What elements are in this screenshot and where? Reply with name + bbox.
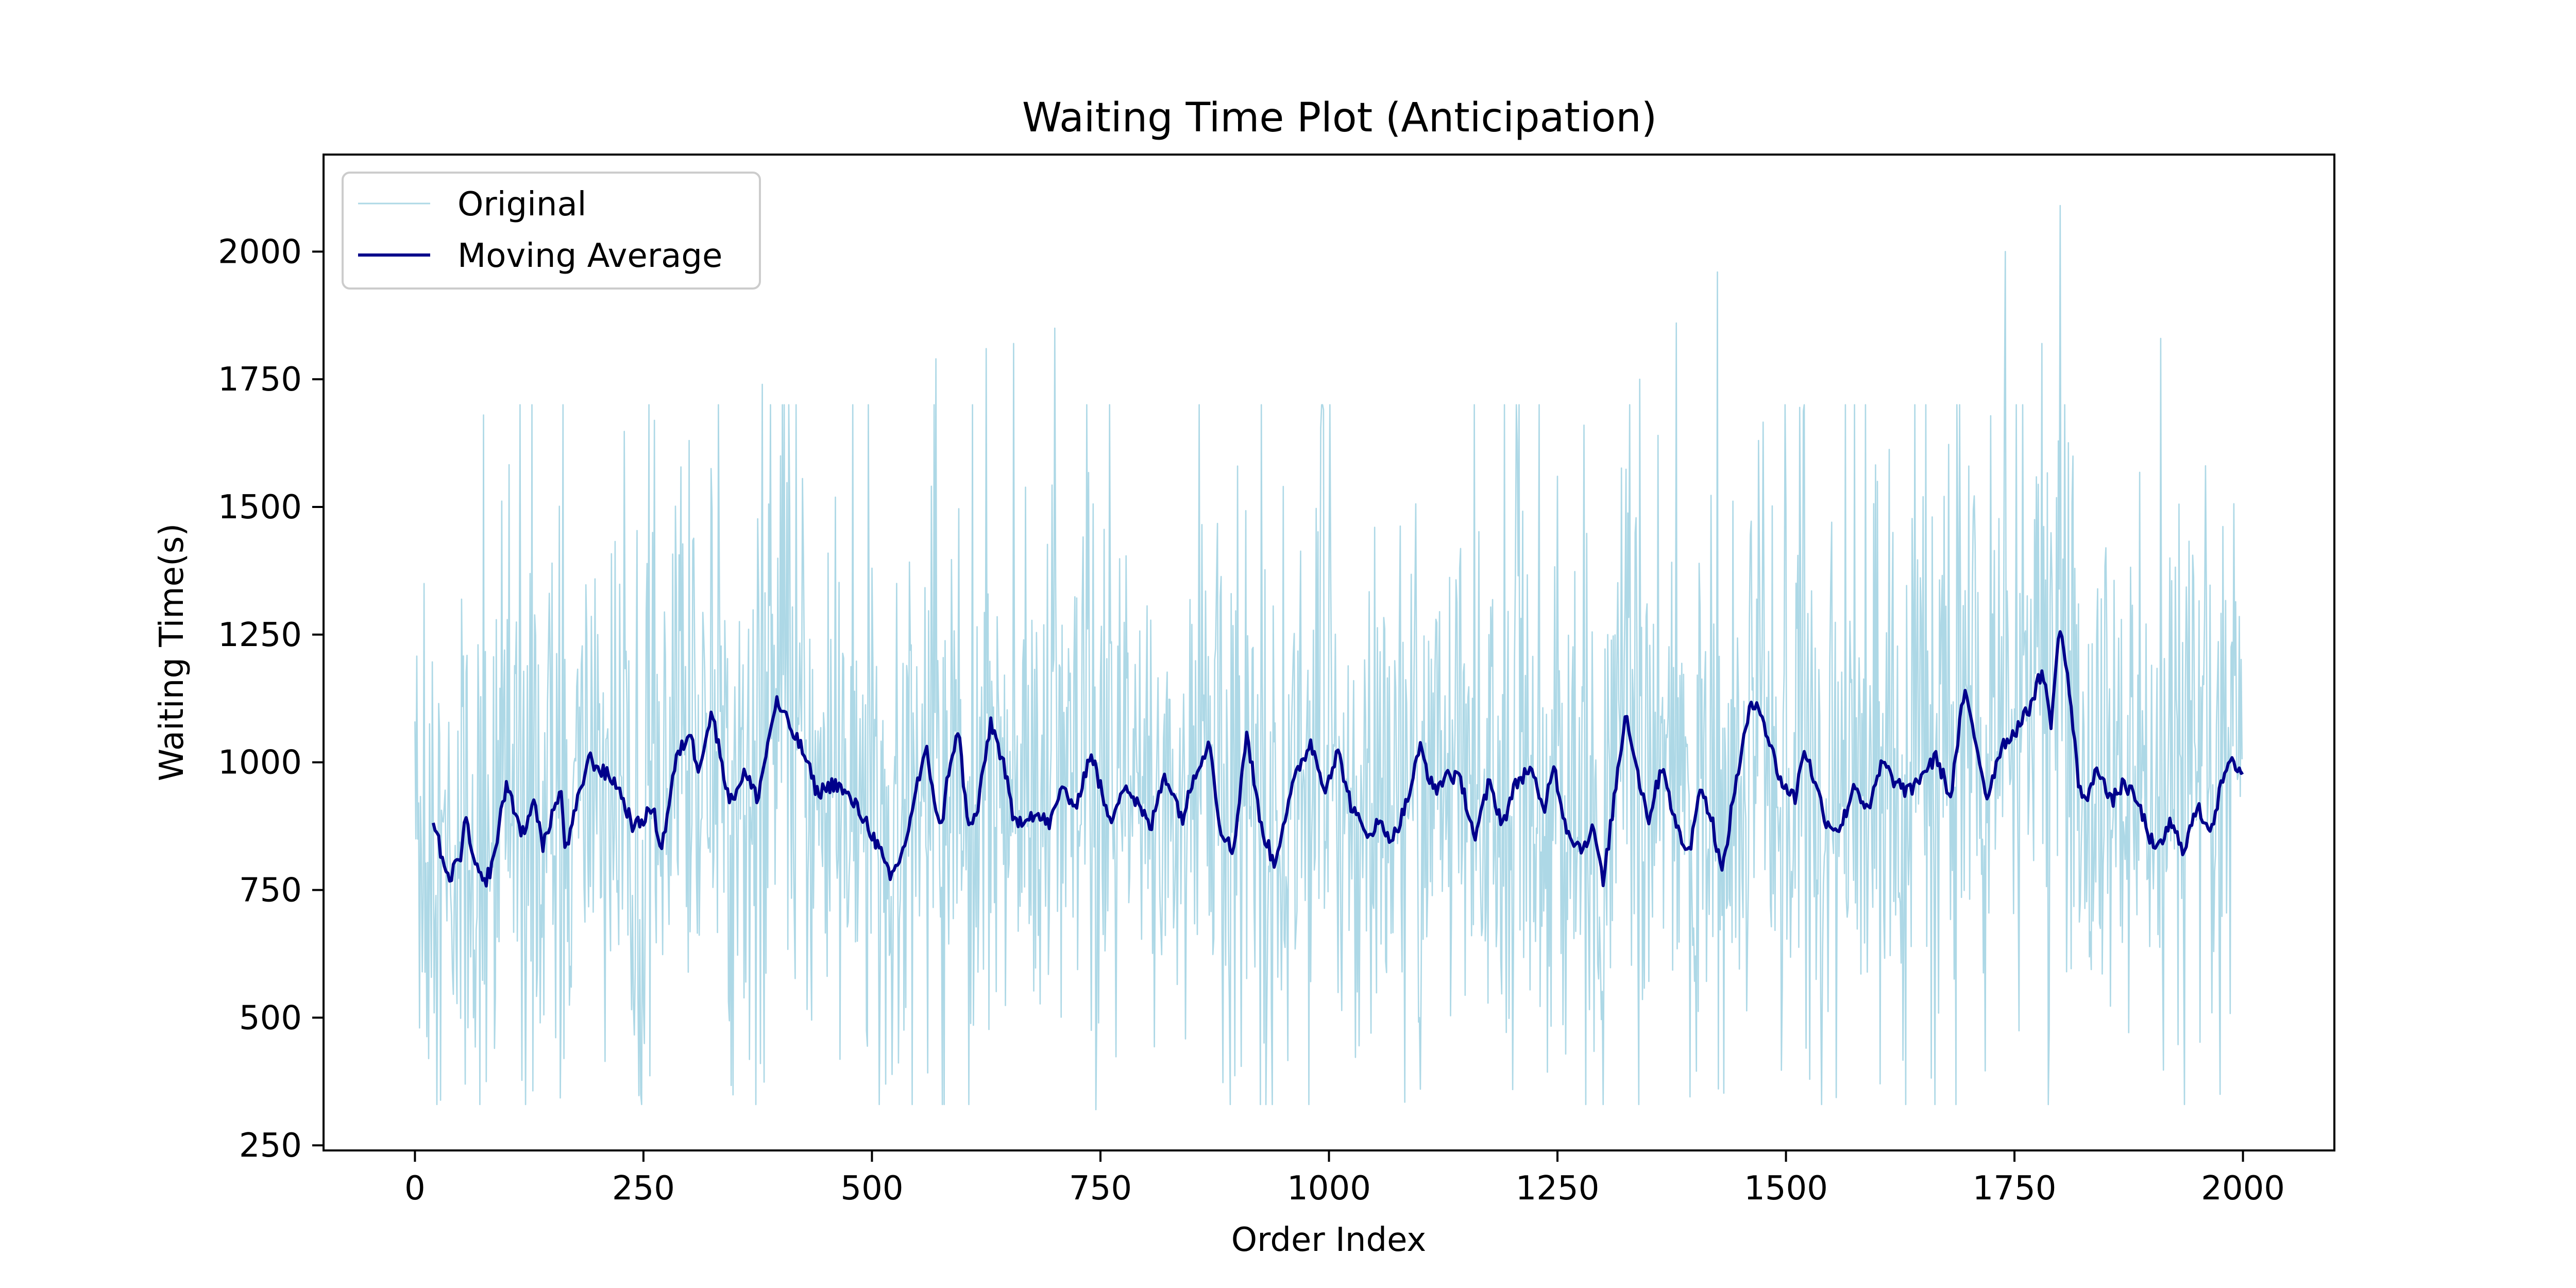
y-tick-label: 1000	[218, 744, 302, 782]
x-tick-label: 500	[840, 1170, 903, 1208]
line-original	[414, 205, 2243, 1110]
x-tick-label: 0	[404, 1170, 426, 1208]
x-tick-label: 250	[612, 1170, 675, 1208]
y-tick-label: 500	[239, 999, 302, 1037]
x-tick-label: 1000	[1287, 1170, 1371, 1208]
x-tick-label: 1500	[1744, 1170, 1828, 1208]
legend-box	[342, 172, 761, 290]
x-tick-label: 1250	[1516, 1170, 1600, 1208]
plot-area	[414, 205, 2244, 1110]
y-tick-label: 1250	[218, 616, 302, 654]
x-tick-label: 750	[1069, 1170, 1132, 1208]
x-tick-label: 2000	[2201, 1170, 2285, 1208]
y-tick-label: 750	[239, 871, 302, 909]
series-original	[414, 205, 2243, 1110]
x-tick-label: 1750	[1973, 1170, 2057, 1208]
legend-label-original: Original	[457, 185, 586, 224]
legend-label-moving-average: Moving Average	[457, 237, 722, 275]
x-axis: 0 250 500 750 1000 1250 1500 1750 2000	[404, 1150, 2285, 1208]
y-tick-label: 2000	[218, 233, 302, 271]
y-tick-label: 1750	[218, 361, 302, 399]
x-axis-label: Order Index	[1231, 1221, 1426, 1259]
legend: Original Moving Average	[342, 172, 761, 290]
line-moving-average	[431, 630, 2244, 888]
chart-title: Waiting Time Plot (Anticipation)	[1022, 95, 1657, 141]
y-axis-label: Waiting Time(s)	[153, 523, 191, 782]
y-axis: 250 500 750 1000 1250 1500 1750 2000	[218, 233, 324, 1165]
series-moving-average	[431, 630, 2244, 888]
y-tick-label: 1500	[218, 488, 302, 527]
y-tick-label: 250	[239, 1127, 302, 1165]
